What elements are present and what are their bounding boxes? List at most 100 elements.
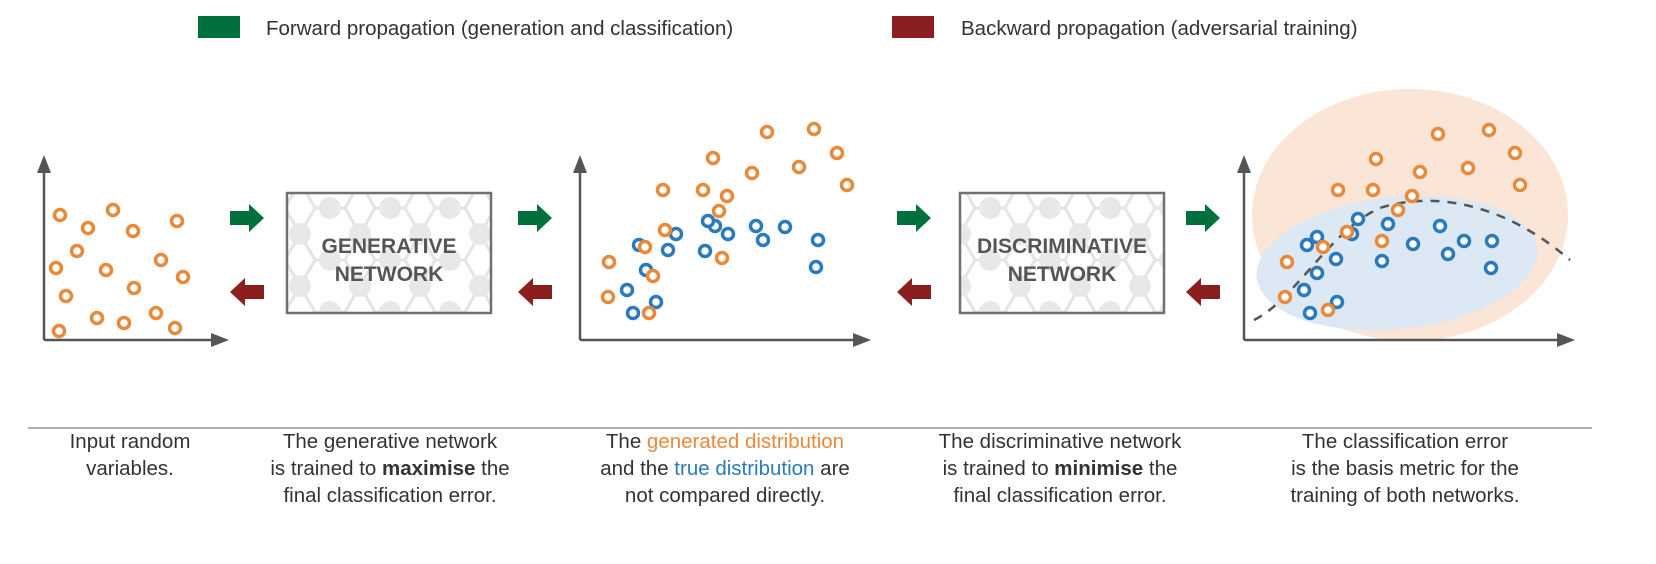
arrows-1 xyxy=(230,204,264,306)
true-point xyxy=(1299,237,1315,253)
caption-generative: The generative network is trained to max… xyxy=(235,428,545,509)
true-point xyxy=(1484,233,1500,249)
generated-point xyxy=(655,182,671,198)
caption-line: final classification error. xyxy=(953,484,1167,507)
generated-distribution-text: generated distribution xyxy=(646,430,845,453)
forward-arrow xyxy=(1186,204,1220,232)
generated-point xyxy=(744,165,760,181)
x-axis-arrow xyxy=(1557,333,1575,347)
generated-point xyxy=(1507,145,1523,161)
arrows-2 xyxy=(518,204,552,306)
caption-line: not compared directly. xyxy=(624,484,826,507)
generated-point xyxy=(719,188,735,204)
backward-arrow xyxy=(1186,278,1220,306)
generated-points xyxy=(600,121,855,321)
emphasis-maximise: maximise xyxy=(382,457,476,480)
true-point xyxy=(808,259,824,275)
input-point xyxy=(51,323,67,339)
true-point xyxy=(748,218,764,234)
generated-point xyxy=(806,121,822,137)
y-axis-arrow xyxy=(573,155,587,173)
true-region xyxy=(1256,195,1538,331)
generated-point xyxy=(695,182,711,198)
y-axis-arrow xyxy=(37,155,51,173)
input-point xyxy=(69,243,85,259)
input-point xyxy=(148,305,164,321)
caption-line: final classification error. xyxy=(283,484,497,507)
true-points xyxy=(1296,211,1500,321)
generated-point xyxy=(1320,302,1336,318)
generative-network-line2: NETWORK xyxy=(335,263,444,286)
true-points xyxy=(619,213,826,321)
true-point xyxy=(1328,251,1344,267)
true-point xyxy=(810,232,826,248)
legend-forward-label: Forward propagation (generation and clas… xyxy=(266,17,733,40)
true-point xyxy=(1440,246,1456,262)
generated-point xyxy=(759,124,775,140)
true-point xyxy=(755,232,771,248)
plot-input xyxy=(37,155,229,347)
caption-line: variables. xyxy=(86,457,174,480)
true-point xyxy=(1405,236,1421,252)
generated-points xyxy=(1277,122,1528,318)
generated-point xyxy=(600,289,616,305)
discriminative-network-box: DISCRIMINATIVE NETWORK xyxy=(958,191,1166,315)
input-points xyxy=(48,202,191,339)
backward-arrow xyxy=(518,278,552,306)
generated-point xyxy=(1279,254,1295,270)
generated-point xyxy=(839,177,855,193)
generated-point xyxy=(1404,188,1420,204)
arrows-3 xyxy=(897,204,931,306)
generated-point xyxy=(641,305,657,321)
generated-point xyxy=(1430,126,1446,142)
forward-arrow xyxy=(230,204,264,232)
true-point xyxy=(777,219,793,235)
generative-network-line1: GENERATIVE xyxy=(322,235,457,258)
caption-line: The generated distribution xyxy=(605,430,845,453)
backward-arrow xyxy=(897,278,931,306)
caption-line: training of both networks. xyxy=(1290,484,1520,507)
true-point xyxy=(1309,229,1325,245)
caption-line: and the true distribution are xyxy=(600,457,850,480)
true-point xyxy=(1329,294,1345,310)
generated-point xyxy=(601,254,617,270)
generated-point xyxy=(1481,122,1497,138)
caption-line: The classification error xyxy=(1301,430,1509,453)
caption-line: The generative network xyxy=(282,430,498,453)
true-distribution-text: true distribution xyxy=(674,457,815,480)
input-point xyxy=(167,320,183,336)
generated-point xyxy=(1368,151,1384,167)
forward-arrow xyxy=(518,204,552,232)
generative-network-box: GENERATIVE NETWORK xyxy=(285,191,493,315)
x-axis-arrow xyxy=(853,333,871,347)
plot-distributions xyxy=(573,121,871,347)
input-point xyxy=(169,213,185,229)
generated-point xyxy=(829,145,845,161)
true-point xyxy=(720,226,736,242)
input-point xyxy=(80,220,96,236)
generated-point xyxy=(1339,224,1355,240)
arrows-4 xyxy=(1186,204,1220,306)
generated-point xyxy=(657,222,673,238)
generated-point xyxy=(1512,177,1528,193)
true-point xyxy=(625,305,641,321)
true-point xyxy=(700,213,716,229)
input-point xyxy=(89,310,105,326)
caption-line: is trained to minimise the xyxy=(942,457,1178,480)
generated-point xyxy=(1330,182,1346,198)
backward-arrow xyxy=(230,278,264,306)
generated-point xyxy=(705,150,721,166)
true-point xyxy=(1380,216,1396,232)
caption-line: Input random xyxy=(69,430,191,453)
true-point xyxy=(1456,233,1472,249)
generated-point xyxy=(1412,164,1428,180)
generated-point xyxy=(1390,202,1406,218)
true-point xyxy=(697,243,713,259)
generated-point xyxy=(1365,182,1381,198)
generated-point xyxy=(1374,233,1390,249)
true-point xyxy=(1483,260,1499,276)
generated-point xyxy=(1315,239,1331,255)
legend-forward-swatch xyxy=(198,16,240,38)
legend-backward-label: Backward propagation (adversarial traini… xyxy=(961,17,1358,40)
